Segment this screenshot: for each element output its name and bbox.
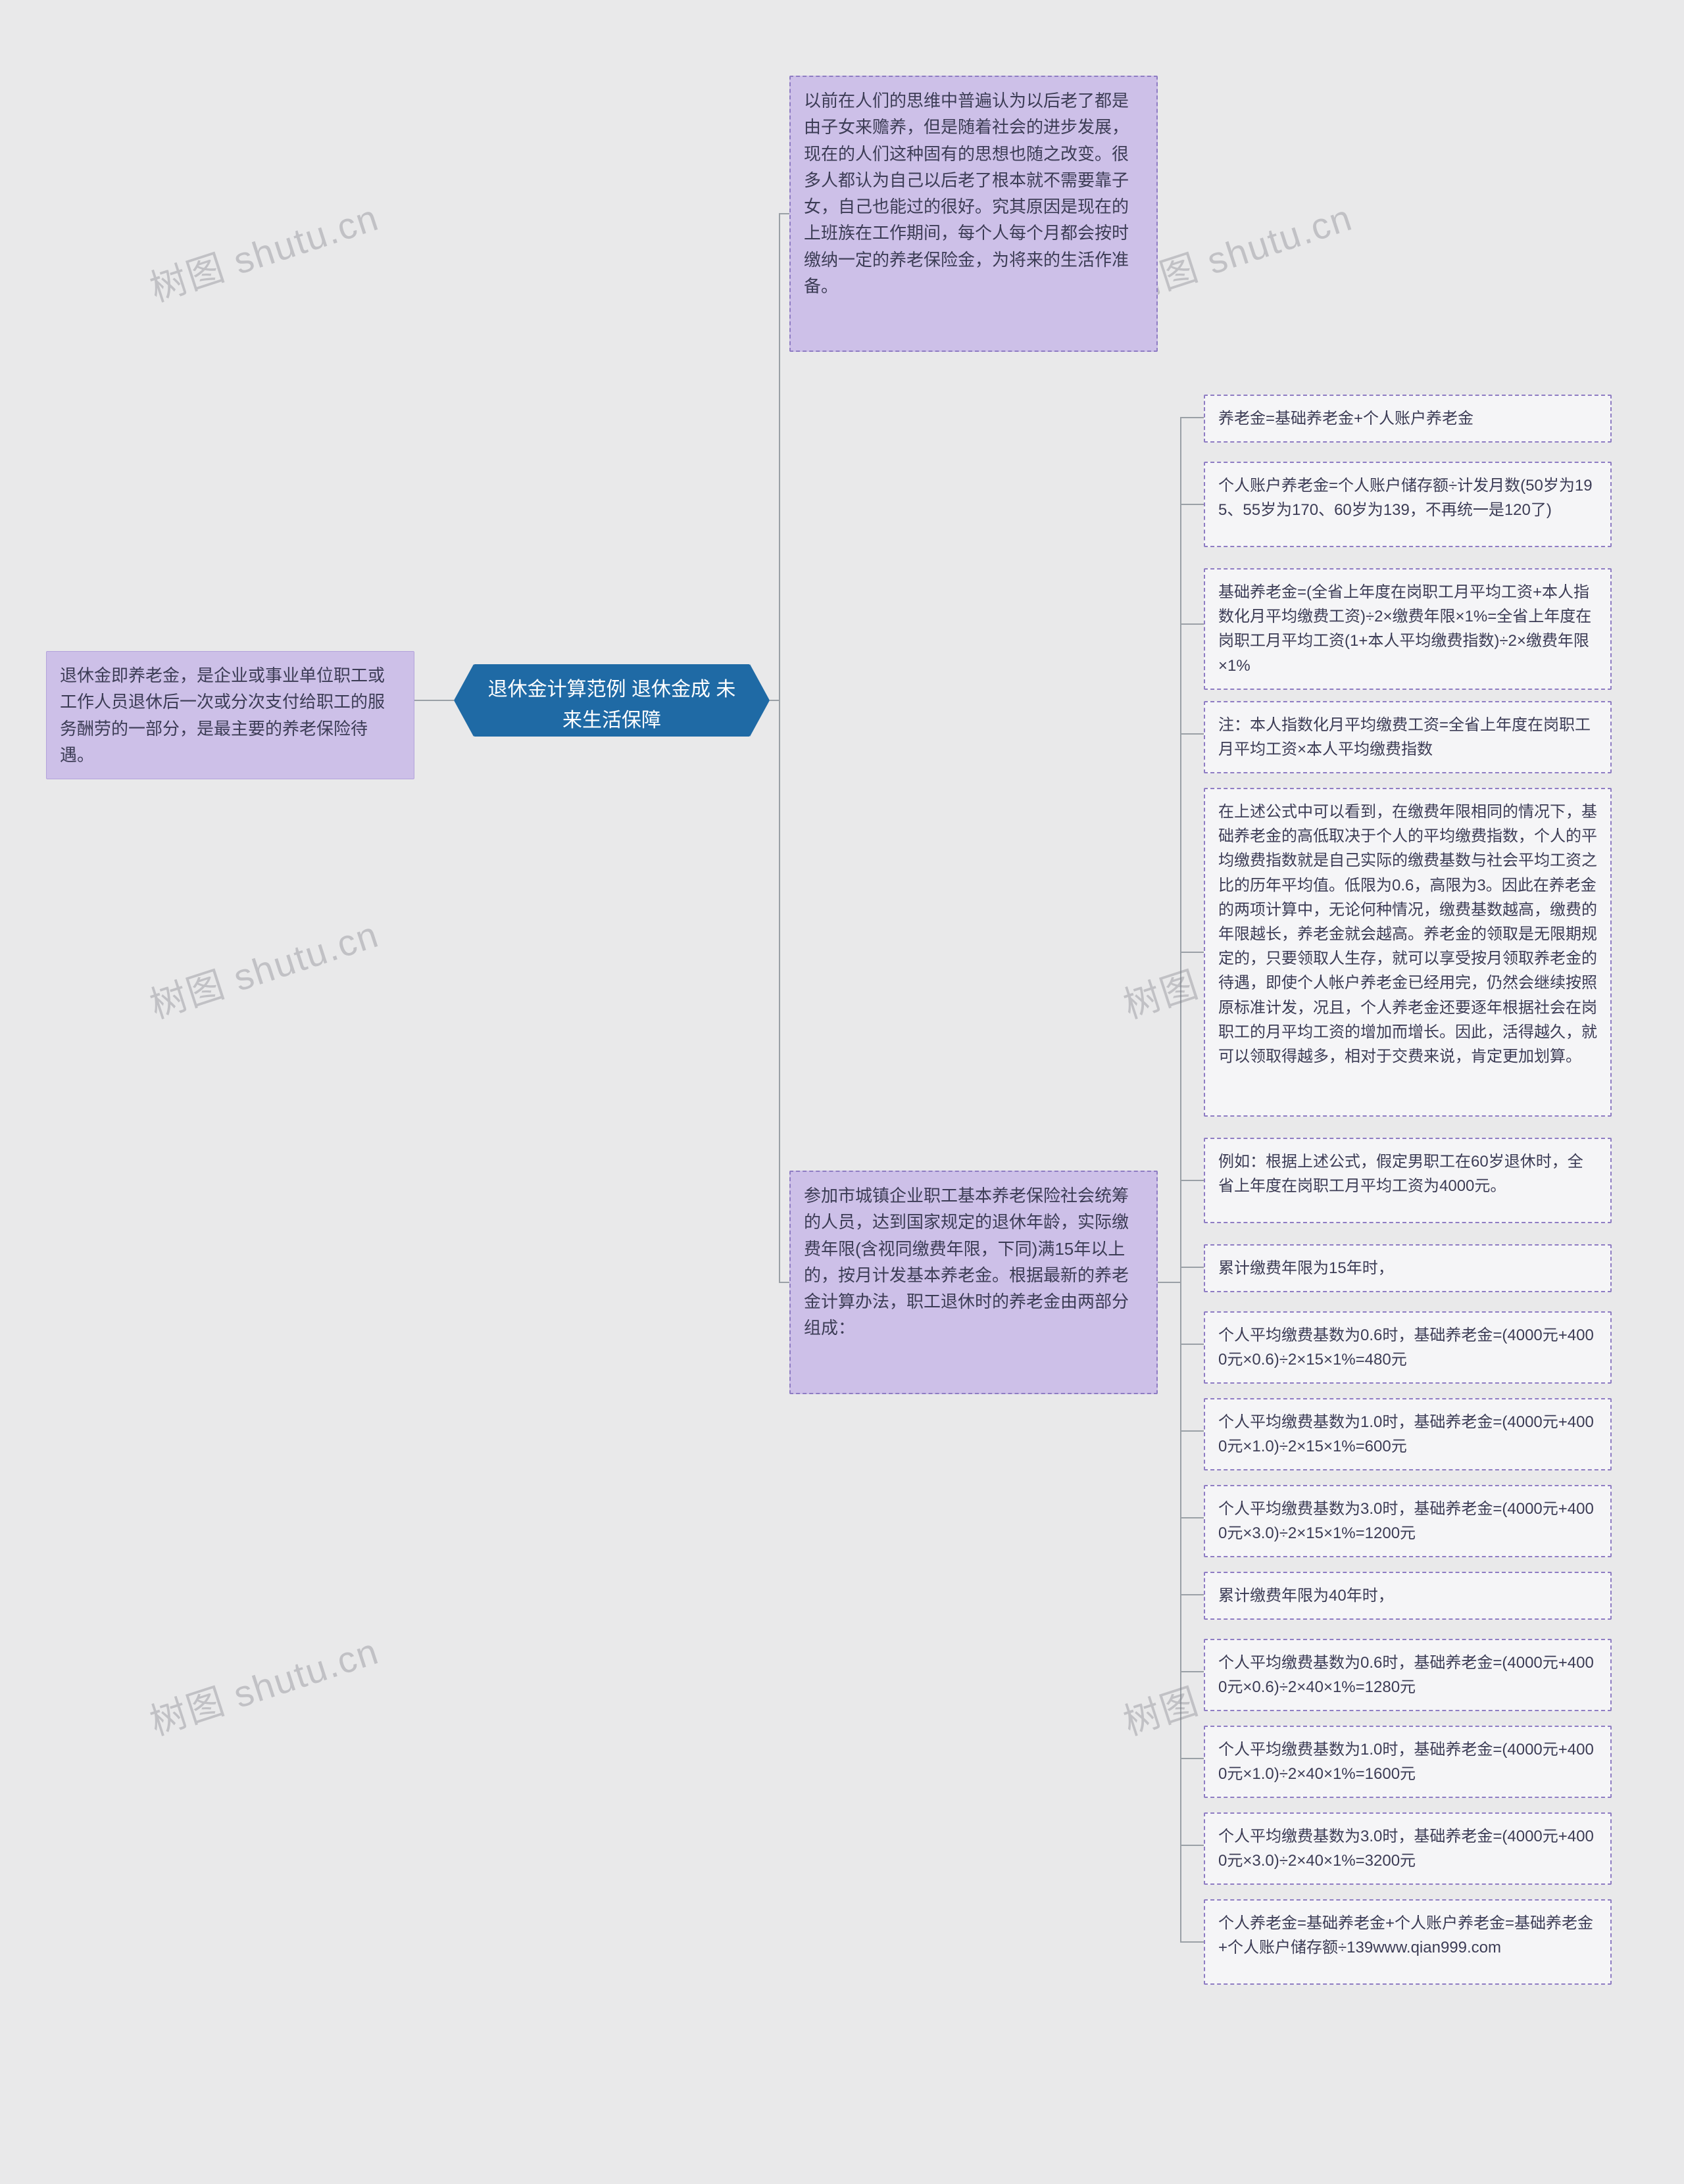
leaf-node: 个人平均缴费基数为1.0时，基础养老金=(4000元+4000元×1.0)÷2×… (1204, 1726, 1612, 1798)
leaf-node: 个人平均缴费基数为1.0时，基础养老金=(4000元+4000元×1.0)÷2×… (1204, 1398, 1612, 1470)
root-node: 退休金计算范例 退休金成 未来生活保障 (474, 664, 750, 737)
leaf-node: 个人平均缴费基数为3.0时，基础养老金=(4000元+4000元×3.0)÷2×… (1204, 1812, 1612, 1885)
connector (770, 214, 789, 700)
leaf-node: 累计缴费年限为15年时， (1204, 1244, 1612, 1292)
watermark: 树图 shutu.cn (142, 1622, 385, 1746)
mindmap-canvas: 树图 shutu.cn树图 shutu.cn树图 shutu.cn树图 shut… (0, 0, 1684, 2184)
right-branch-2: 参加市城镇企业职工基本养老保险社会统筹的人员，达到国家规定的退休年龄，实际缴费年… (789, 1171, 1158, 1394)
leaf-node: 养老金=基础养老金+个人账户养老金 (1204, 395, 1612, 443)
connector (1158, 1282, 1204, 1595)
connector (1158, 952, 1204, 1282)
connector (1158, 1282, 1204, 1942)
leaf-node: 个人平均缴费基数为3.0时，基础养老金=(4000元+4000元×3.0)÷2×… (1204, 1485, 1612, 1557)
connector (1158, 1282, 1204, 1759)
leaf-node: 个人平均缴费基数为0.6时，基础养老金=(4000元+4000元×0.6)÷2×… (1204, 1311, 1612, 1384)
connector (1158, 1282, 1204, 1344)
connector (1158, 418, 1204, 1282)
connector (770, 700, 789, 1282)
connector (1158, 624, 1204, 1282)
leaf-node: 基础养老金=(全省上年度在岗职工月平均工资+本人指数化月平均缴费工资)÷2×缴费… (1204, 568, 1612, 690)
left-branch-node: 退休金即养老金，是企业或事业单位职工或工作人员退休后一次或分次支付给职工的服务酬… (46, 651, 414, 779)
watermark: 树图 shutu.cn (142, 905, 385, 1029)
leaf-node: 注：本人指数化月平均缴费工资=全省上年度在岗职工月平均工资×本人平均缴费指数 (1204, 701, 1612, 773)
leaf-node: 个人养老金=基础养老金+个人账户养老金=基础养老金+个人账户储存额÷139www… (1204, 1899, 1612, 1985)
leaf-node: 个人平均缴费基数为0.6时，基础养老金=(4000元+4000元×0.6)÷2×… (1204, 1639, 1612, 1711)
connector (1158, 1282, 1204, 1518)
connector (1158, 1180, 1204, 1282)
leaf-node: 累计缴费年限为40年时， (1204, 1572, 1612, 1620)
leaf-node: 在上述公式中可以看到，在缴费年限相同的情况下，基础养老金的高低取决于个人的平均缴… (1204, 788, 1612, 1117)
watermark: 树图 shutu.cn (142, 188, 385, 312)
connector (1158, 1282, 1204, 1672)
leaf-node: 个人账户养老金=个人账户储存额÷计发月数(50岁为195、55岁为170、60岁… (1204, 462, 1612, 547)
right-branch-1: 以前在人们的思维中普遍认为以后老了都是由子女来赡养，但是随着社会的进步发展，现在… (789, 76, 1158, 352)
connector (1158, 1282, 1204, 1431)
connector (1158, 504, 1204, 1282)
connector (1158, 1267, 1204, 1282)
connector (1158, 734, 1204, 1282)
leaf-node: 例如：根据上述公式，假定男职工在60岁退休时，全省上年度在岗职工月平均工资为40… (1204, 1138, 1612, 1223)
connector (1158, 1282, 1204, 1845)
